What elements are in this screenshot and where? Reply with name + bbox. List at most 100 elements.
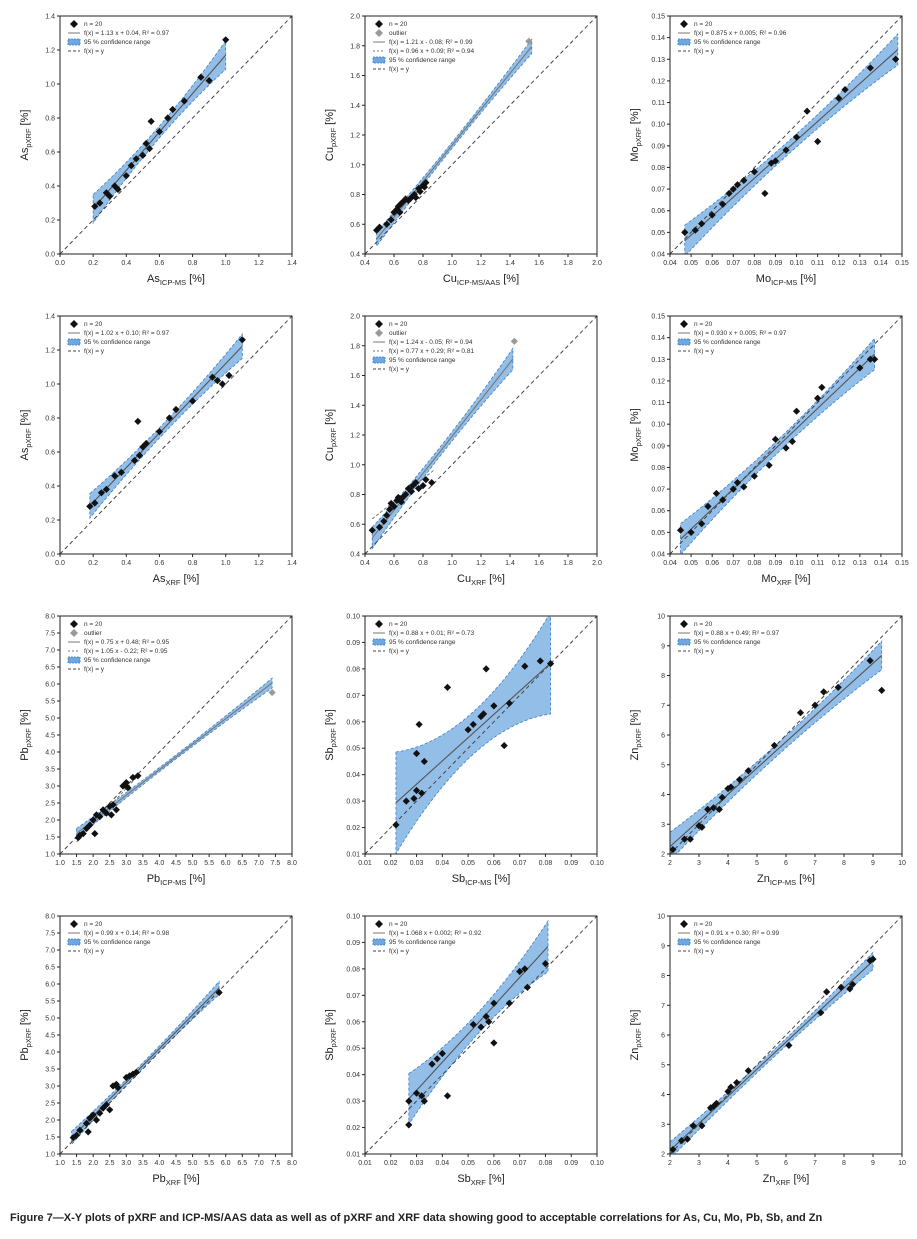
x-tick-label: 0.04 <box>436 1160 450 1167</box>
data-point <box>782 444 790 452</box>
legend-entry: f(x) = y <box>84 348 105 355</box>
legend: n = 20 outlier f(x) = 1.21 x - 0.08; R² = … <box>372 20 474 73</box>
x-tick-label: 1.4 <box>505 260 515 267</box>
x-tick-label: 3.5 <box>138 860 148 867</box>
data-point <box>811 701 819 709</box>
data-point <box>846 985 854 993</box>
y-tick-label: 0.4 <box>350 252 360 259</box>
data-point <box>205 77 213 85</box>
y-tick-label: 6.0 <box>45 682 55 689</box>
y-tick-label: 0.09 <box>346 940 360 947</box>
chart-pb-xrf: 1.0 1.5 2.0 2.5 3.0 3.5 4.0 4.5 5.0 5.5 6.0 6.5 7.0 7… <box>2 902 304 1202</box>
y-tick-label: 2 <box>661 852 665 859</box>
legend: n = 20 outlier f(x) = 1.24 x - 0.05; R² = … <box>372 320 474 373</box>
data-point <box>172 405 180 414</box>
y-tick-label: 1.8 <box>350 343 360 350</box>
data-point <box>817 1009 825 1017</box>
y-axis-label: ZnpXRF[%] <box>629 1010 643 1061</box>
y-tick-label: 2.0 <box>350 314 360 321</box>
y-tick-label: 10 <box>657 614 665 621</box>
data-point <box>878 686 886 694</box>
legend-point-symbol <box>680 320 688 328</box>
legend-point-symbol <box>70 20 78 28</box>
figure-grid: 0.0 0.2 0.4 0.6 0.8 1.0 1.2 1.4 0.0 0.2 0.4 0.6 0.8 1… <box>2 14 909 1202</box>
x-tick-label: 2.0 <box>592 560 602 567</box>
x-tick-label: 0.12 <box>832 560 846 567</box>
plot-area <box>365 616 597 854</box>
data-point <box>695 822 703 830</box>
data-point <box>390 208 398 216</box>
data-point <box>866 657 874 665</box>
x-tick-label: 1.4 <box>287 560 297 567</box>
y-tick-label: 0.09 <box>651 443 665 450</box>
legend-entry: f(x) = y <box>389 648 410 655</box>
y-tick-label: 1.0 <box>45 1152 55 1159</box>
data-point <box>733 1079 741 1087</box>
x-tick-label: 0.10 <box>790 260 804 267</box>
y-axis-label: PbpXRF[%] <box>19 709 33 761</box>
fit-line <box>71 987 220 1139</box>
data-point <box>139 151 147 159</box>
y-tick-label: 0.10 <box>651 122 665 129</box>
x-tick-label: 0.4 <box>121 560 131 567</box>
data-point <box>724 1087 732 1096</box>
y-tick-label: 6.5 <box>45 965 55 972</box>
fit-line <box>670 960 874 1151</box>
fit-line <box>376 46 533 240</box>
x-tick-label: 3 <box>697 860 701 867</box>
legend-entry: outlier <box>389 330 408 337</box>
data-point <box>708 211 716 219</box>
data-point <box>188 397 197 405</box>
data-point <box>112 1080 120 1088</box>
data-point <box>129 1070 137 1078</box>
x-tick-label: 2.0 <box>88 1160 98 1167</box>
y-tick-label: 5.0 <box>45 1016 55 1023</box>
y-tick-label: 0.03 <box>346 1099 360 1106</box>
x-tick-label: 0.07 <box>726 560 740 567</box>
data-point <box>866 957 874 965</box>
y-tick-label: 8 <box>661 673 665 680</box>
y-tick-label: 0.2 <box>45 518 55 525</box>
legend-band-symbol <box>677 338 691 346</box>
data-point <box>106 192 114 200</box>
legend: n = 20 f(x) = 1.13 x + 0.04, R² = 0.97 95 … <box>67 20 169 55</box>
data-point <box>771 157 780 165</box>
x-tick-label: 0.4 <box>360 260 370 267</box>
chart-svg: 0.0 0.2 0.4 0.6 0.8 1.0 1.2 1.4 0.0 0.2 0.4 0.6 0.8 1… <box>19 314 297 588</box>
x-tick-label: 0.14 <box>874 260 888 267</box>
plot-area <box>60 616 292 854</box>
data-point <box>218 380 226 388</box>
legend-entry: f(x) = 1.13 x + 0.04, R² = 0.97 <box>84 30 169 37</box>
y-tick-label: 6.5 <box>45 665 55 672</box>
legend-band-symbol <box>67 656 81 664</box>
legend-entry: f(x) = y <box>694 648 715 655</box>
x-tick-label: 0.6 <box>389 260 399 267</box>
data-point <box>418 1092 426 1100</box>
data-point <box>412 1089 421 1097</box>
y-tick-label: 3.5 <box>45 767 55 774</box>
legend-entry: f(x) = 0.77 x + 0.29; R² = 0.81 <box>389 348 474 355</box>
x-tick-label: 0.02 <box>384 1160 398 1167</box>
identity-line <box>670 916 902 1154</box>
y-tick-label: 8.0 <box>45 614 55 621</box>
y-tick-label: 0.10 <box>651 422 665 429</box>
legend-point-symbol <box>375 20 383 28</box>
y-axis-label: SbpXRF[%] <box>324 709 338 761</box>
x-tick-label: 0.8 <box>188 260 198 267</box>
data-point <box>869 955 877 963</box>
data-point <box>132 1068 140 1076</box>
y-tick-label: 0.4 <box>45 184 55 191</box>
data-point <box>707 1104 715 1112</box>
legend-outlier-symbol <box>375 29 383 37</box>
legend-point-symbol <box>375 320 383 328</box>
legend: n = 20 f(x) = 0.88 x + 0.01; R² = 0.73 95 … <box>372 620 474 655</box>
y-tick-label: 3 <box>661 822 665 829</box>
y-tick-label: 0.05 <box>651 530 665 537</box>
legend-point-symbol <box>70 920 78 928</box>
y-axis-label: CupXRF[%] <box>324 409 338 461</box>
y-tick-label: 0.03 <box>346 799 360 806</box>
x-tick-label: 0.01 <box>358 1160 372 1167</box>
y-tick-label: 0.04 <box>346 772 360 779</box>
x-tick-label: 4 <box>726 860 730 867</box>
x-tick-label: 7 <box>813 1160 817 1167</box>
